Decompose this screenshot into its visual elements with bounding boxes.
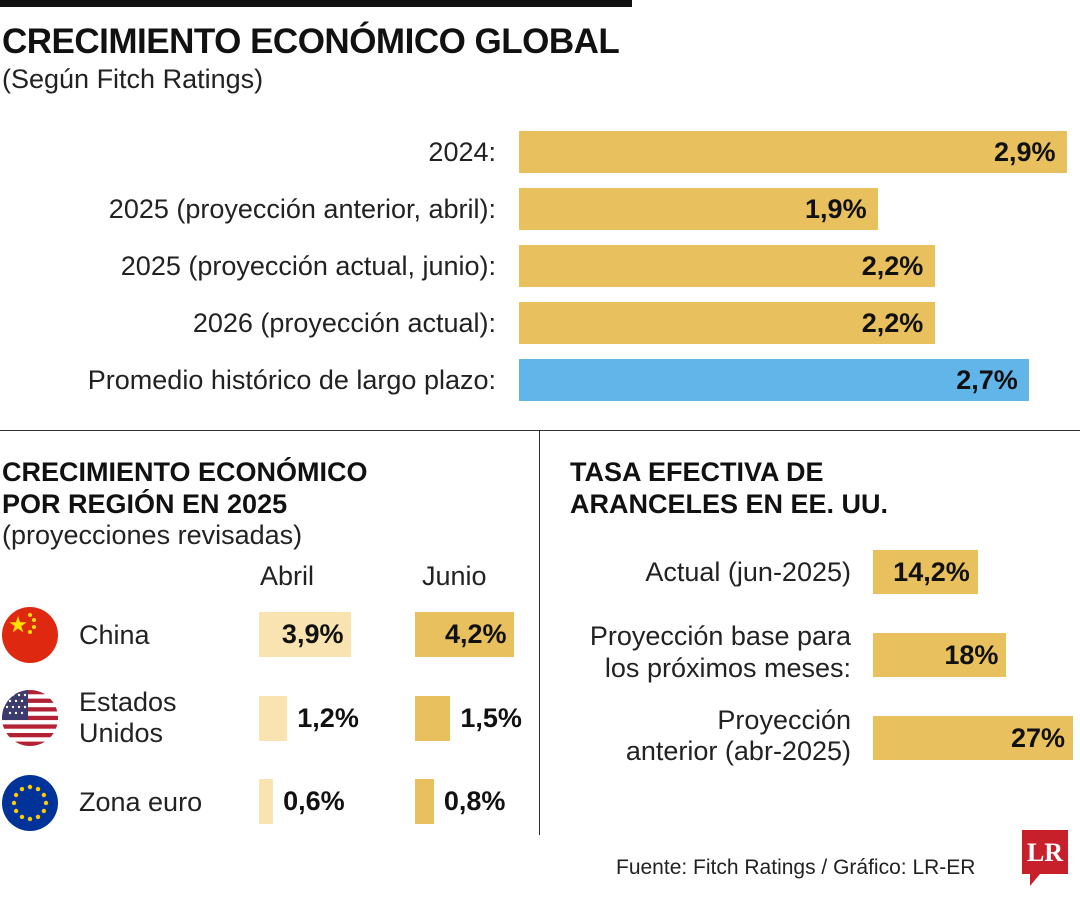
tariff-bar-base bbox=[873, 633, 1007, 677]
bar-label-historical-average: Promedio histórico de largo plazo: bbox=[87, 365, 496, 395]
region-name-euro: Zona euro bbox=[79, 787, 203, 817]
lr-logo-text: LR bbox=[1027, 838, 1063, 867]
tariff-label-previous-line1: Proyección bbox=[717, 705, 851, 735]
bar-value-2025-previous: 1,9% bbox=[805, 194, 867, 224]
bar-2024 bbox=[519, 131, 1067, 173]
value-euro-junio: 0,8% bbox=[443, 786, 506, 816]
tariff-title-line1: TASA EFECTIVA DE bbox=[570, 457, 824, 487]
bar-euro-abril bbox=[259, 779, 274, 824]
value-china-abril: 3,9% bbox=[281, 619, 344, 649]
value-china-junio: 4,2% bbox=[445, 619, 507, 649]
source-note: Fuente: Fitch Ratings / Gráfico: LR-ER bbox=[616, 856, 976, 879]
page-title: CRECIMIENTO ECONÓMICO GLOBAL bbox=[2, 22, 620, 61]
tariff-title-line2: ARANCELES EN EE. UU. bbox=[570, 489, 889, 519]
column-header-abril: Abril bbox=[260, 561, 315, 591]
section-divider-vertical bbox=[539, 431, 540, 835]
region-subtitle: (proyecciones revisadas) bbox=[2, 520, 303, 550]
bar-label-2026-current: 2026 (proyección actual): bbox=[192, 308, 496, 338]
usa-flag-icon bbox=[2, 690, 58, 746]
page-subtitle: (Según Fitch Ratings) bbox=[2, 64, 264, 94]
region-name-usa-line2: Unidos bbox=[79, 718, 164, 748]
bar-value-2024: 2,9% bbox=[994, 137, 1056, 167]
bar-2025-current bbox=[519, 245, 935, 287]
bar-2026-current bbox=[519, 302, 935, 344]
bar-value-2026-current: 2,2% bbox=[861, 308, 924, 338]
region-name-usa-line1: Estados bbox=[79, 687, 177, 717]
column-header-junio: Junio bbox=[422, 561, 487, 591]
lr-logo: LR bbox=[1022, 830, 1068, 888]
tariff-label-previous-line2: anterior (abr-2025) bbox=[625, 736, 851, 766]
value-usa-abril: 1,2% bbox=[297, 703, 359, 733]
bar-usa-junio bbox=[415, 696, 451, 741]
china-flag-icon bbox=[2, 607, 58, 663]
bar-historical-average bbox=[519, 359, 1030, 401]
tariff-value-current: 14,2% bbox=[893, 557, 970, 587]
region-title-line1: CRECIMIENTO ECONÓMICO bbox=[2, 457, 368, 487]
bar-value-historical-average: 2,7% bbox=[956, 365, 1018, 395]
tariff-value-previous: 27% bbox=[1011, 723, 1066, 753]
eu-flag-icon bbox=[2, 775, 58, 831]
bar-china-abril bbox=[259, 612, 351, 657]
tariff-label-current: Actual (jun-2025) bbox=[645, 557, 851, 587]
top-rule bbox=[0, 0, 632, 7]
tariff-bar-current bbox=[873, 550, 979, 594]
region-title-line2: POR REGIÓN EN 2025 bbox=[2, 489, 288, 519]
tariff-label-base-line2: los próximos meses: bbox=[604, 653, 851, 683]
tariff-bar-previous bbox=[873, 716, 1073, 760]
bar-euro-junio bbox=[415, 779, 434, 824]
bar-label-2025-current: 2025 (proyección actual, junio): bbox=[120, 251, 496, 281]
bar-value-2025-current: 2,2% bbox=[861, 251, 924, 281]
bar-china-junio bbox=[415, 612, 514, 657]
tariff-label-base-line1: Proyección base para bbox=[589, 621, 851, 651]
value-euro-abril: 0,6% bbox=[283, 786, 345, 816]
bar-label-2024: 2024: bbox=[428, 137, 496, 167]
value-usa-junio: 1,5% bbox=[460, 703, 522, 733]
bar-label-2025-previous: 2025 (proyección anterior, abril): bbox=[108, 194, 496, 224]
bar-2025-previous bbox=[519, 188, 879, 230]
bar-usa-abril bbox=[259, 696, 288, 741]
tariff-value-base: 18% bbox=[944, 640, 999, 670]
region-name-china: China bbox=[79, 620, 150, 650]
section-divider-horizontal bbox=[0, 430, 1080, 431]
